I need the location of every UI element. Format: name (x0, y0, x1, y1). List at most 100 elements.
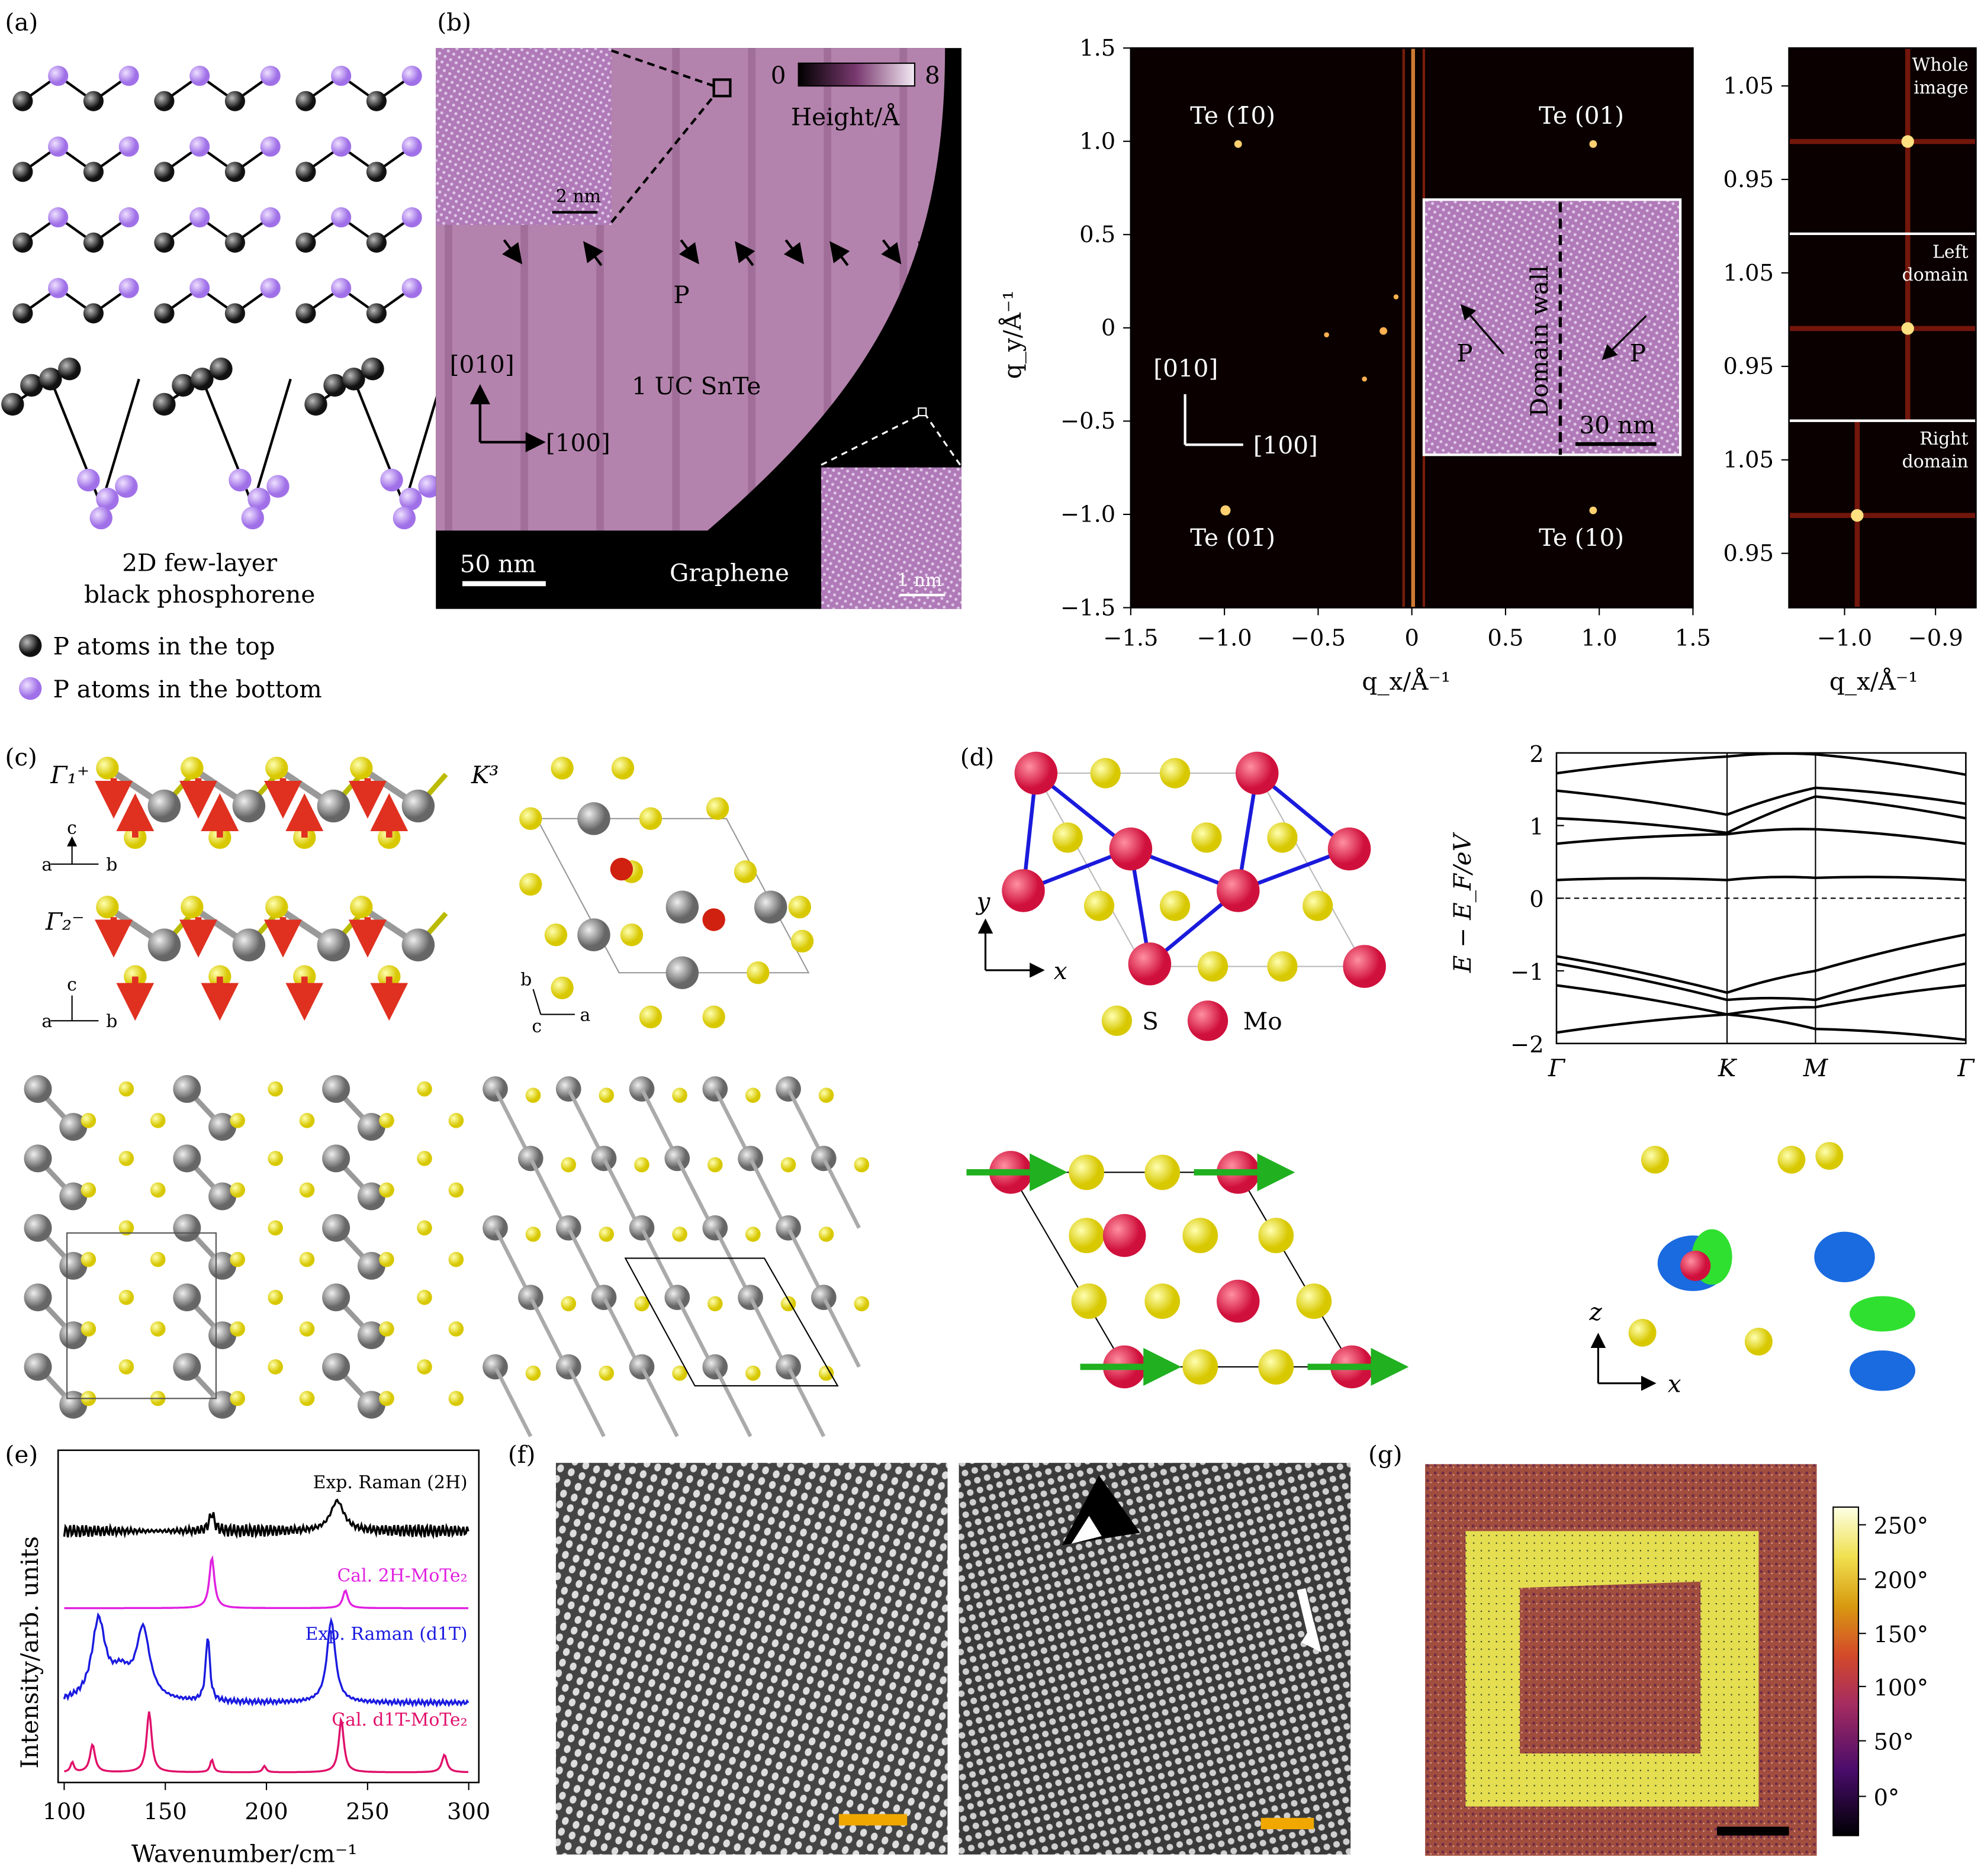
bottom-atom (229, 468, 252, 492)
y-tick-label: 1.0 (1079, 128, 1115, 155)
curve-label: Cal. 2H-MoTe₂ (337, 1566, 467, 1587)
panel-b: (b) 2 nm 0 8 Height/Å P [010] [100] 1 UC… (436, 8, 961, 609)
y-tick-label: −1.0 (1060, 501, 1115, 528)
fft-ylabel: q_y/Å⁻¹ (998, 291, 1027, 379)
distorted-structures (24, 1075, 870, 1437)
mo-atom (664, 1285, 690, 1310)
mo-atom (59, 1182, 88, 1211)
bottom-atom (401, 207, 422, 228)
bottom-atom (401, 278, 422, 298)
bragg-peak (1901, 322, 1914, 335)
top-atom (154, 162, 175, 182)
band-line (1556, 795, 1966, 835)
panel-d: (d) y x S Mo 210−1−2Γ K M Γ E − E_F/eV z x (960, 741, 1976, 1398)
scale-bar-g (1717, 1826, 1789, 1836)
colorbar-tick-label: 150° (1874, 1621, 1929, 1648)
mo-atom (555, 1215, 581, 1241)
band-line (1556, 1013, 1966, 1041)
s-atom (268, 1151, 283, 1166)
bond (786, 1088, 826, 1160)
s-atom (702, 1005, 725, 1029)
s-atom (230, 1113, 245, 1128)
y-tick-label: −1 (1510, 959, 1544, 986)
colorbar-tick-label: 0° (1874, 1784, 1900, 1811)
s-atom (525, 1087, 541, 1103)
x-tick-label: 1.0 (1581, 625, 1617, 651)
axis-x: x (1054, 957, 1067, 985)
mo-atom (357, 1321, 385, 1350)
panel-label-e: (e) (5, 1440, 38, 1469)
bond (163, 74, 271, 103)
axis-z: z (1588, 1298, 1602, 1326)
bottom-atom (260, 207, 281, 228)
mo-atom (232, 789, 266, 823)
s-atom (448, 1321, 464, 1337)
s-atom (672, 1227, 687, 1242)
mo-atom (776, 1076, 801, 1102)
band-line (1556, 828, 1966, 845)
s-atom (350, 896, 373, 919)
raman-xlabel: Wavenumber/cm⁻¹ (131, 1839, 358, 1868)
colorbar-tick-label: 50° (1874, 1729, 1914, 1756)
s-atom (299, 1182, 315, 1198)
top-atom (58, 357, 81, 381)
top-atom (20, 374, 43, 397)
mode-gamma2-minus: Γ₂⁻ (45, 908, 85, 936)
x-tick-label: −0.5 (1291, 625, 1346, 651)
bond (529, 1296, 568, 1368)
bond (529, 1157, 568, 1229)
mos2-distortion-structure (966, 1151, 1409, 1389)
mo-atom (59, 1113, 88, 1141)
axis-a: a (41, 854, 52, 875)
colorbar-max: 8 (925, 61, 940, 89)
x-tick-label: 0 (1404, 625, 1419, 651)
raman-curve (63, 1612, 469, 1708)
s-atom (639, 1005, 663, 1029)
mo-atom (483, 1076, 508, 1102)
top-atom (12, 91, 33, 111)
polarization-arrow (918, 241, 938, 266)
bond (713, 1366, 752, 1437)
panel-g: (g) 250° 200° 150° 100° 50° 0° (1368, 1440, 1928, 1856)
mo-atom (173, 1075, 201, 1103)
mo-atom (232, 928, 266, 961)
bond (163, 286, 271, 315)
top-atom (224, 303, 245, 324)
mo-atom (1014, 751, 1058, 795)
x-tick-label: −0.9 (1908, 625, 1963, 651)
bond (22, 215, 130, 244)
s-atom (818, 1087, 834, 1103)
s-atom (1071, 1283, 1107, 1319)
mo-atom (1002, 869, 1045, 912)
scale-bar (462, 581, 546, 587)
top-atom (366, 91, 387, 111)
bond (567, 1366, 606, 1437)
s-atom (96, 757, 119, 780)
bond (748, 1157, 788, 1229)
s-atom (417, 1081, 432, 1097)
mo-atom (591, 1285, 617, 1310)
panel-title-line2: domain (1902, 452, 1969, 472)
height-colorbar (797, 62, 916, 87)
s-atom (1777, 1145, 1806, 1174)
mo-atom (208, 1182, 237, 1211)
panel-a: (a) 2D few-layer black phosphorene P ato… (1, 8, 443, 703)
s-atom (599, 1227, 615, 1242)
mo-atom (702, 1354, 728, 1380)
s-atom (708, 1296, 723, 1312)
y-tick-label: 1.05 (1723, 447, 1774, 474)
mo-atom (317, 928, 350, 961)
y-tick-label: −0.5 (1060, 408, 1115, 435)
mo-atom (811, 1285, 837, 1310)
mo-atom (322, 1075, 350, 1103)
y-tick-label: 0.95 (1723, 540, 1774, 567)
curve-label: Exp. Raman (2H) (313, 1472, 468, 1493)
top-atom (12, 232, 33, 253)
s-atom (150, 1251, 166, 1267)
mo-atom (357, 1182, 385, 1211)
legend-bottom: P atoms in the bottom (53, 675, 322, 703)
dir-010: [010] (450, 350, 514, 379)
bond (567, 1088, 606, 1160)
s-atom (747, 961, 770, 984)
y-tick-label: 0 (1101, 315, 1115, 342)
